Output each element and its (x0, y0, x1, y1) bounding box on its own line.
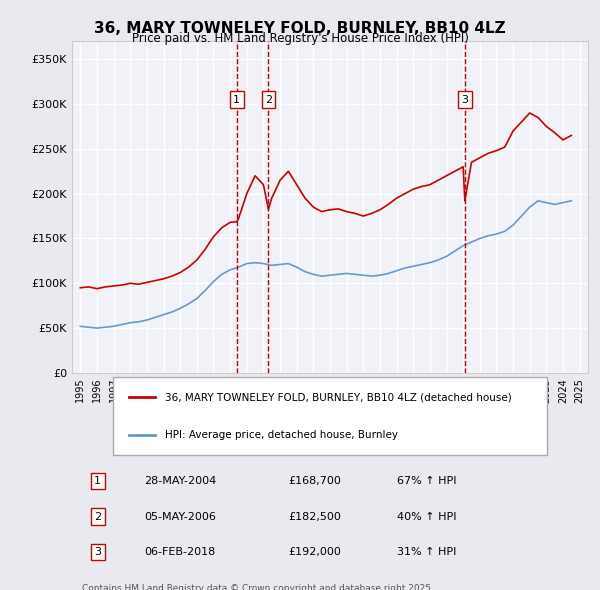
Text: 05-MAY-2006: 05-MAY-2006 (144, 512, 216, 522)
Text: £182,500: £182,500 (289, 512, 341, 522)
Text: 36, MARY TOWNELEY FOLD, BURNLEY, BB10 4LZ: 36, MARY TOWNELEY FOLD, BURNLEY, BB10 4L… (94, 21, 506, 35)
Text: 1: 1 (233, 94, 240, 104)
Text: 3: 3 (461, 94, 469, 104)
Text: Price paid vs. HM Land Registry's House Price Index (HPI): Price paid vs. HM Land Registry's House … (131, 32, 469, 45)
Text: 1: 1 (94, 476, 101, 486)
Text: 40% ↑ HPI: 40% ↑ HPI (397, 512, 457, 522)
Text: HPI: Average price, detached house, Burnley: HPI: Average price, detached house, Burn… (165, 431, 398, 441)
Text: 2: 2 (265, 94, 272, 104)
Text: 28-MAY-2004: 28-MAY-2004 (144, 476, 217, 486)
Text: 31% ↑ HPI: 31% ↑ HPI (397, 547, 457, 557)
FancyBboxPatch shape (113, 377, 547, 455)
Text: 36, MARY TOWNELEY FOLD, BURNLEY, BB10 4LZ (detached house): 36, MARY TOWNELEY FOLD, BURNLEY, BB10 4L… (165, 392, 512, 402)
Text: 06-FEB-2018: 06-FEB-2018 (144, 547, 215, 557)
Text: 2: 2 (94, 512, 101, 522)
Text: Contains HM Land Registry data © Crown copyright and database right 2025.
This d: Contains HM Land Registry data © Crown c… (82, 584, 434, 590)
Text: £192,000: £192,000 (289, 547, 341, 557)
Text: £168,700: £168,700 (289, 476, 341, 486)
Text: 3: 3 (94, 547, 101, 557)
Text: 67% ↑ HPI: 67% ↑ HPI (397, 476, 457, 486)
